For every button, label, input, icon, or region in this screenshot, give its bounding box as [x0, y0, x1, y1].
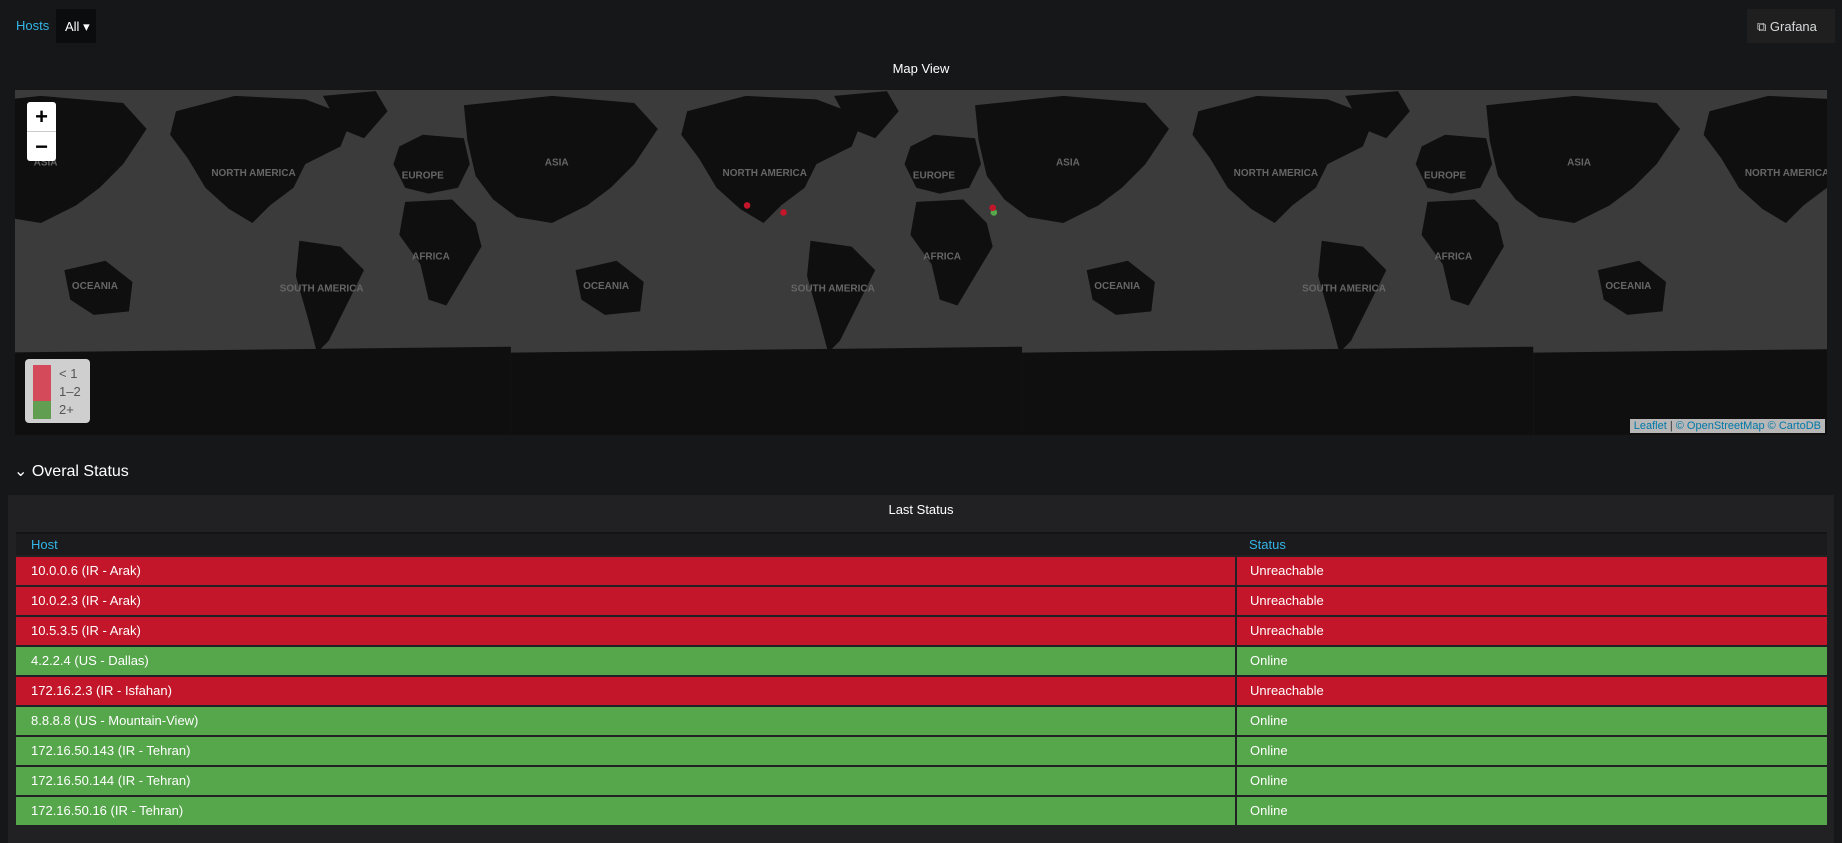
table-row: 10.0.2.3 (IR - Arak) Unreachable — [16, 587, 1827, 615]
zoom-out[interactable]: − — [35, 134, 48, 159]
variable-label: Hosts — [16, 18, 50, 33]
host-cell: 10.0.2.3 (IR - Arak) — [16, 587, 1235, 615]
table-row: 8.8.8.8 (US - Mountain-View) Online — [16, 707, 1827, 735]
table-row: 172.16.50.143 (IR - Tehran) Online — [16, 737, 1827, 765]
host-cell: 172.16.50.16 (IR - Tehran) — [16, 797, 1235, 825]
map-marker[interactable] — [743, 202, 751, 209]
row-title-text[interactable]: Overal Status — [31, 463, 129, 480]
status-cell: Unreachable — [1237, 557, 1827, 585]
table-header: Host Status — [16, 532, 1827, 555]
host-cell: 8.8.8.8 (US - Mountain-View) — [16, 707, 1235, 735]
status-cell: Online — [1237, 707, 1827, 735]
status-cell: Unreachable — [1237, 617, 1827, 645]
continent-label: OCEANIA — [1094, 281, 1140, 292]
variable-select[interactable]: All ▾ — [56, 9, 96, 43]
continent-label: EUROPE — [913, 170, 955, 181]
legend-swatch — [33, 365, 51, 383]
panel-title: Map View — [892, 61, 950, 76]
host-cell: 10.5.3.5 (IR - Arak) — [16, 617, 1235, 645]
link[interactable]: © OpenStreetMap — [1675, 420, 1765, 432]
table-row: 172.16.50.16 (IR - Tehran) Online — [16, 797, 1827, 825]
map[interactable]: ASIA OCEANIA NORTH AMERICA EUROPE ASIA AFRICA… — [15, 90, 1827, 435]
legend-swatch — [33, 401, 51, 419]
legend-label: < 1 — [59, 366, 78, 381]
continent-label: SOUTH AMERICA — [1302, 283, 1386, 294]
status-cell: Unreachable — [1237, 677, 1827, 705]
continent-label: NORTH AMERICA — [211, 168, 295, 179]
host-cell: 10.0.0.6 (IR - Arak) — [16, 557, 1235, 585]
table-row: 172.16.2.3 (IR - Isfahan) Unreachable — [16, 677, 1827, 705]
link-text[interactable]: Grafana — [1769, 19, 1817, 34]
continent-label: NORTH AMERICA — [1745, 168, 1827, 179]
continent-label: AFRICA — [923, 252, 961, 263]
continent-label: NORTH AMERICA — [723, 168, 807, 179]
column-header[interactable]: Status — [1249, 537, 1286, 552]
map-marker[interactable] — [989, 204, 996, 212]
table-row: 10.5.3.5 (IR - Arak) Unreachable — [16, 617, 1827, 645]
status-cell: Online — [1237, 647, 1827, 675]
status-cell: Unreachable — [1237, 587, 1827, 615]
continent-label: OCEANIA — [1605, 281, 1651, 292]
table-row: 10.0.0.6 (IR - Arak) Unreachable — [16, 557, 1827, 585]
continent-label: ASIA — [1567, 157, 1591, 168]
map-tiles: ASIA OCEANIA NORTH AMERICA EUROPE ASIA AFRICA… — [15, 91, 1827, 435]
legend-label: 1–2 — [59, 384, 81, 399]
continent-label: ASIA — [1056, 157, 1080, 168]
table-row: 172.16.50.144 (IR - Tehran) Online — [16, 767, 1827, 795]
column-header[interactable]: Host — [31, 537, 58, 552]
continent-label: NORTH AMERICA — [1234, 168, 1318, 179]
continent-label: EUROPE — [402, 170, 444, 181]
host-cell: 4.2.2.4 (US - Dallas) — [16, 647, 1235, 675]
separator: | — [1669, 420, 1673, 432]
zoom-in[interactable]: + — [27, 102, 56, 132]
continent-label: SOUTH AMERICA — [280, 283, 364, 294]
host-cell: 172.16.50.143 (IR - Tehran) — [16, 737, 1235, 765]
host-cell: 172.16.2.3 (IR - Isfahan) — [16, 677, 1235, 705]
host-cell: 172.16.50.144 (IR - Tehran) — [16, 767, 1235, 795]
continent-label: OCEANIA — [72, 281, 118, 292]
attribution: Leaflet | © OpenStreetMap © CartoDB — [1629, 419, 1825, 433]
panel-title: Last Status — [888, 502, 954, 517]
continent-label: EUROPE — [1424, 170, 1466, 181]
link-button[interactable]: ⧉ Grafana — [1747, 9, 1835, 43]
status-cell: Online — [1237, 737, 1827, 765]
continent-label: SOUTH AMERICA — [791, 283, 875, 294]
legend-label: 2+ — [59, 402, 74, 417]
legend-item: < 1 — [33, 365, 90, 383]
continent-label: ASIA — [34, 157, 58, 168]
map-marker[interactable] — [780, 209, 787, 216]
variable-value[interactable]: All — [65, 19, 80, 34]
legend-item: 1–2 — [33, 383, 90, 401]
status-cell: Online — [1237, 767, 1827, 795]
map-legend: < 1 1–2 2+ — [25, 359, 90, 423]
zoom-control: + − — [27, 102, 56, 161]
link[interactable]: Leaflet — [1633, 420, 1667, 432]
row-title[interactable]: ⌄ Overal Status — [14, 463, 129, 480]
continent-label: AFRICA — [412, 252, 450, 263]
continent-label: AFRICA — [1434, 252, 1472, 263]
link[interactable]: © CartoDB — [1767, 420, 1821, 432]
status-cell: Online — [1237, 797, 1827, 825]
legend-item: 2+ — [33, 401, 90, 419]
table-row: 4.2.2.4 (US - Dallas) Online — [16, 647, 1827, 675]
continent-label: OCEANIA — [583, 281, 629, 292]
continent-label: ASIA — [545, 157, 569, 168]
legend-swatch — [33, 383, 51, 401]
